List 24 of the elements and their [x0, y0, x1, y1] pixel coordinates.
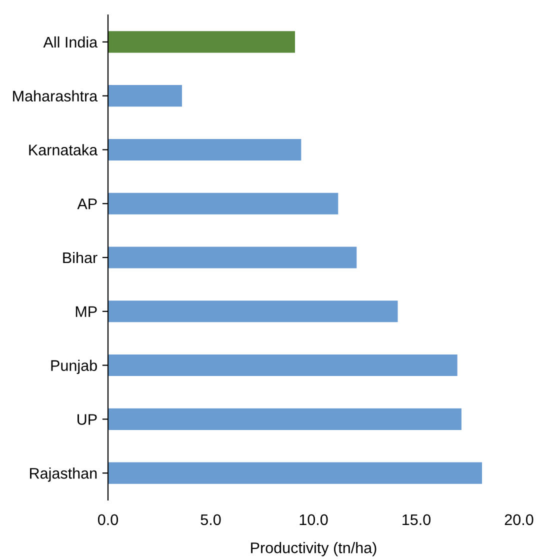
bar: [108, 462, 482, 484]
bar: [108, 246, 357, 268]
bar: [108, 192, 338, 214]
x-tick-label: 20.0: [504, 514, 534, 526]
y-tick-label: UP: [78, 414, 97, 425]
bar: [108, 85, 182, 107]
y-tick-label: Rajasthan: [30, 468, 97, 482]
bar: [108, 300, 398, 322]
x-tick-label: 5.0: [200, 514, 221, 526]
bar: [108, 354, 458, 376]
bar: [108, 138, 302, 160]
x-tick-label: 15.0: [402, 514, 431, 526]
x-axis-title: Productivity (tn/ha): [251, 542, 376, 556]
x-tick-label: 10.0: [300, 514, 328, 526]
y-tick-label: Bihar: [63, 252, 98, 264]
x-tick-label: 0.0: [98, 514, 118, 526]
bar: [108, 408, 462, 430]
y-tick-label: MP: [76, 306, 97, 317]
y-tick-label: AP: [77, 198, 97, 210]
y-tick-label: Karnataka: [29, 144, 98, 156]
y-tick-label: Maharashtra: [13, 90, 98, 102]
bar: [108, 31, 296, 53]
y-tick-label: Punjab: [51, 360, 97, 374]
y-tick-label: All India: [43, 36, 98, 48]
